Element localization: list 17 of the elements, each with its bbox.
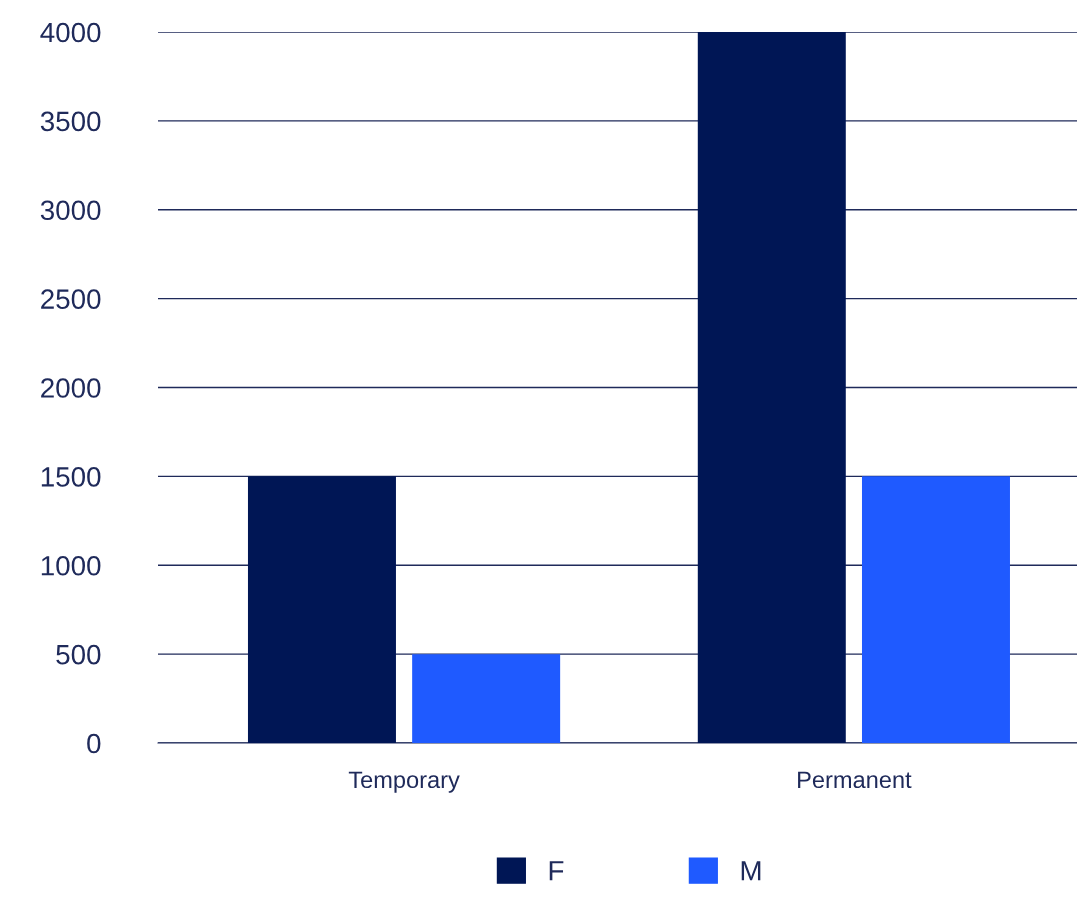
bar (697, 32, 846, 743)
legend-label: M (741, 861, 761, 881)
legend-label: F (549, 861, 564, 881)
y-tick-label: 0 (87, 733, 101, 754)
bar (861, 476, 1010, 743)
y-tick-label: 3000 (40, 200, 101, 221)
bar (412, 654, 561, 743)
x-tick-label: Temporary (348, 771, 460, 793)
y-tick-label: 4000 (40, 22, 101, 43)
y-tick-label: 1500 (41, 467, 101, 487)
y-tick-label: 2500 (41, 289, 101, 309)
y-tick-label: 500 (56, 644, 101, 665)
bar (247, 476, 396, 743)
y-tick-label: 1000 (41, 555, 101, 576)
y-tick-label: 2000 (41, 378, 101, 398)
y-tick-label: 3500 (40, 111, 101, 132)
x-tick-label: Permanent (798, 771, 912, 789)
